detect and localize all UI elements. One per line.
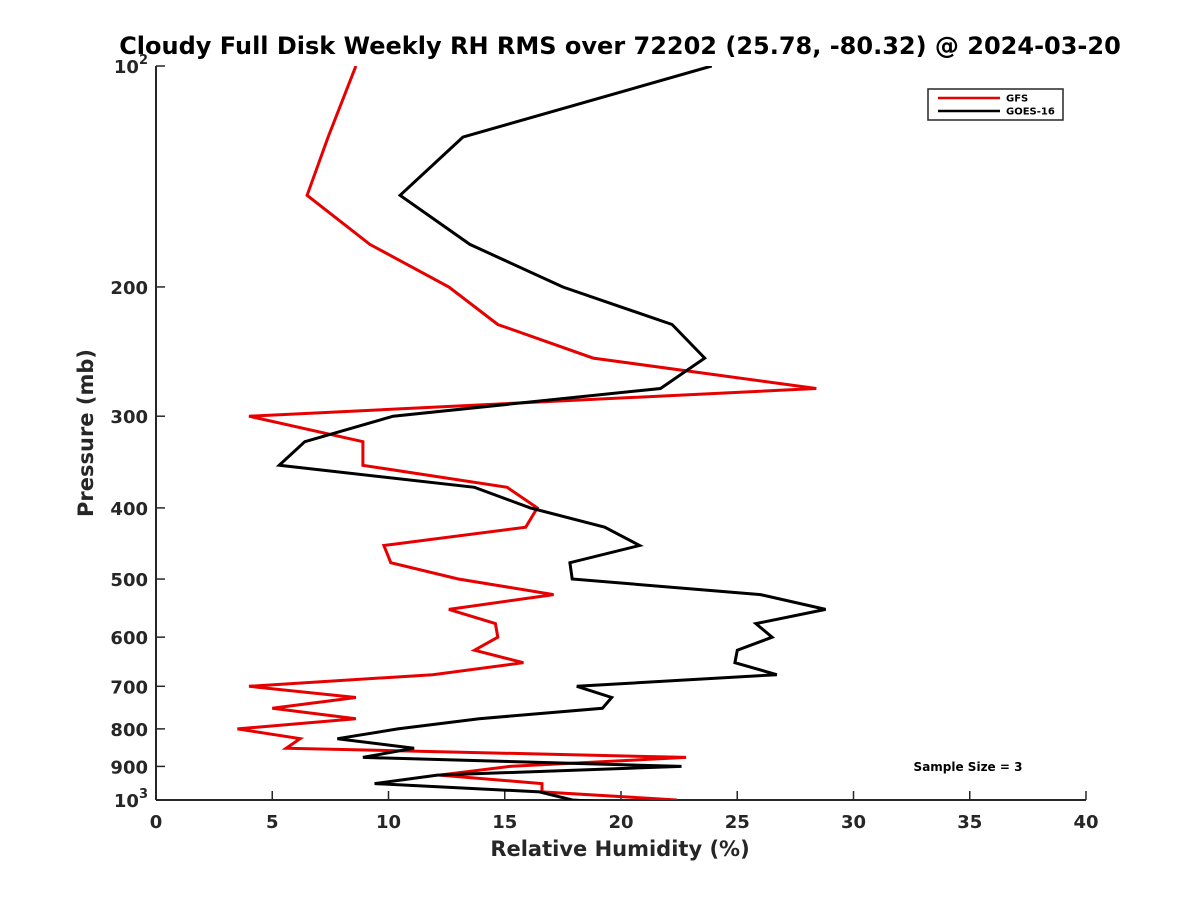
series-line-gfs [237,66,817,800]
legend-box [927,88,1064,121]
legend-label-goes16: GOES-16 [1006,107,1055,118]
x-tick-label: 25 [725,812,750,833]
y-axis-label: Pressure (mb) [74,349,98,517]
x-tick-label: 20 [608,812,633,833]
series-line-goes16 [275,66,826,800]
y-tick-label: 900 [110,757,148,778]
legend: GFS GOES-16 [927,88,1064,121]
x-tick-label: 35 [957,812,982,833]
x-tick-label: 30 [841,812,866,833]
y-tick-label: 200 [110,278,148,299]
x-tick-label: 0 [150,812,163,833]
y-tick-label: 400 [110,499,148,520]
x-tick-label: 40 [1073,812,1098,833]
x-axis-label: Relative Humidity (%) [490,837,749,861]
x-axis-ticks: 0 5 10 15 20 25 30 35 40 [150,791,1099,833]
chart-title: Cloudy Full Disk Weekly RH RMS over 7220… [119,32,1121,60]
y-tick-label: 102 [114,53,148,78]
y-tick-label: 103 [114,787,148,812]
x-tick-label: 15 [492,812,517,833]
legend-label-gfs: GFS [1006,94,1028,105]
x-tick-label: 10 [376,812,401,833]
x-tick-label: 5 [266,812,279,833]
y-tick-label: 500 [110,570,148,591]
y-tick-label: 600 [110,628,148,649]
y-tick-label: 300 [110,407,148,428]
sample-size-annotation: Sample Size = 3 [914,760,1023,774]
y-tick-label: 700 [110,677,148,698]
y-tick-label: 800 [110,720,148,741]
series-lines [237,66,826,800]
y-axis-ticks: 102 200 300 400 500 600 700 800 900 103 [110,53,165,812]
